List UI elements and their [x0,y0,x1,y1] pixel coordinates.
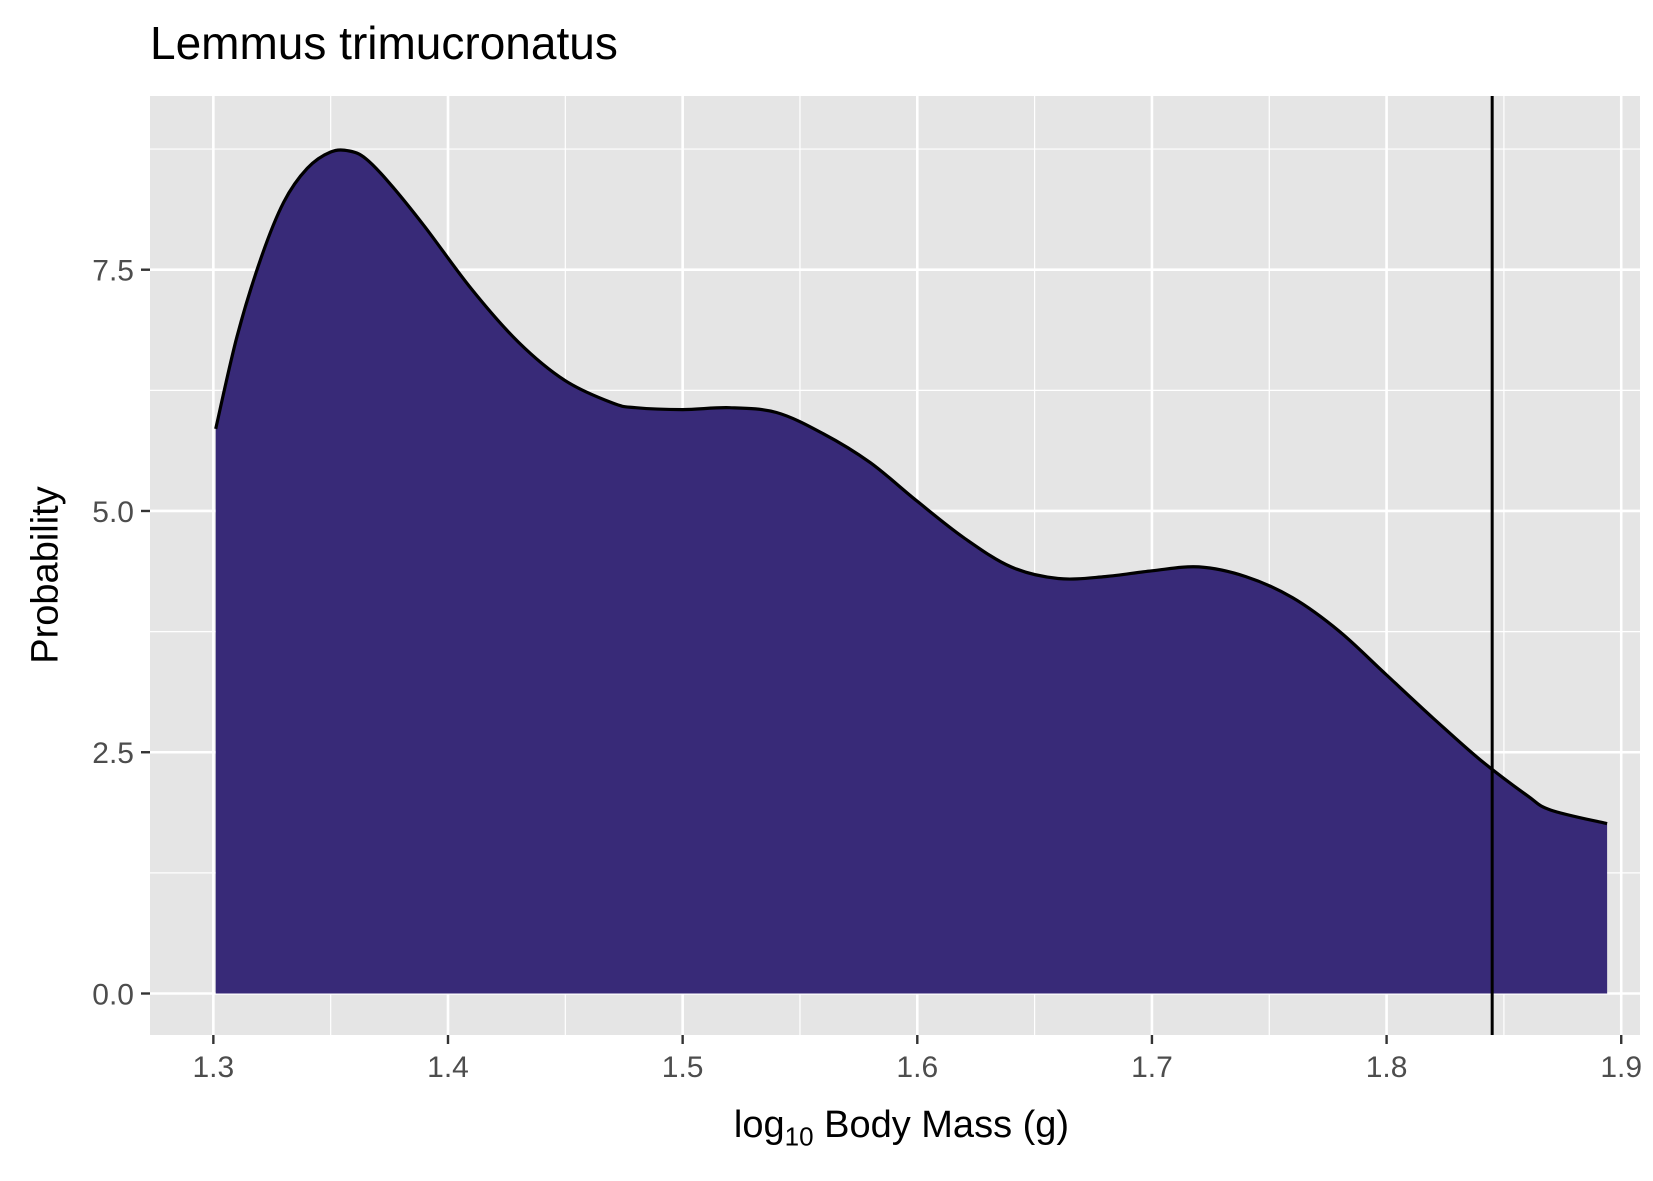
y-tick-label: 0.0 [92,979,134,1012]
x-axis-label-rest: Body Mass (g) [813,1104,1070,1146]
density-curve [214,148,1608,826]
y-tick-label: 7.5 [92,255,134,288]
x-tick-label: 1.6 [896,1051,938,1084]
density-area [215,149,1608,994]
x-axis-label: log10 Body Mass (g) [0,1104,1653,1153]
y-tick-label: 2.5 [92,737,134,770]
x-tick-label: 1.7 [1131,1051,1173,1084]
chart-title: Lemmus trimucronatus [150,17,618,69]
x-tick-label: 1.9 [1600,1051,1642,1084]
x-tick-label: 1.4 [427,1051,469,1084]
y-axis-label: Probability [24,486,67,664]
y-tick-label: 5.0 [92,496,134,529]
x-axis-label-subscript: 10 [784,1121,814,1152]
x-tick-label: 1.3 [192,1051,234,1084]
x-tick-label: 1.5 [662,1051,704,1084]
x-axis-label-base: log [733,1104,785,1146]
x-tick-label: 1.8 [1366,1051,1408,1084]
